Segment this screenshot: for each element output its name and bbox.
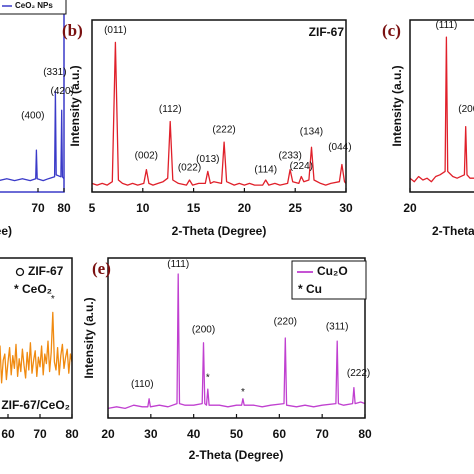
peak-label: (220) — [274, 317, 297, 328]
panel-label: (c) — [382, 21, 401, 40]
peak-label: * — [241, 387, 245, 398]
x-tick-label: 5 — [89, 201, 96, 215]
peak-label: (011) — [104, 25, 127, 36]
peak-label: (200) — [458, 104, 474, 115]
x-tick-label: 70 — [33, 427, 47, 441]
xrd-line — [108, 273, 365, 410]
x-axis-title: 2-Theta (Degree) — [432, 224, 474, 238]
legend-note: ZIF-67 — [28, 264, 64, 278]
peak-label: (233) — [278, 151, 301, 162]
peak-label: (111) — [167, 259, 189, 270]
peak-label: (400) — [21, 111, 44, 122]
peak-label: (311) — [326, 321, 349, 332]
peak-label: (002) — [135, 151, 158, 162]
peak-label: (222) — [212, 125, 235, 136]
peak-label: (222) — [347, 368, 370, 379]
x-tick-label: 30 — [144, 427, 158, 441]
x-axis-title: 2-Theta (Degree) — [172, 224, 267, 238]
x-tick-label: 80 — [358, 427, 372, 441]
x-axis-title: 2-Theta (Degree) — [0, 224, 12, 238]
x-tick-label: 20 — [238, 201, 252, 215]
peak-label: (114) — [254, 164, 277, 175]
peak-label: (110) — [131, 379, 154, 390]
x-tick-label: 20 — [403, 201, 417, 215]
peak-label: (134) — [300, 126, 323, 137]
x-tick-label: 70 — [315, 427, 329, 441]
x-tick-label: 80 — [65, 427, 79, 441]
legend-box — [291, 260, 367, 300]
legend-marker — [15, 267, 25, 277]
xrd-line — [0, 90, 64, 182]
x-tick-label: 15 — [187, 201, 201, 215]
plot-frame — [0, 1, 65, 193]
x-tick-label: 60 — [1, 427, 15, 441]
x-tick-label: 40 — [187, 427, 201, 441]
x-tick-label: 20 — [101, 427, 115, 441]
x-tick-label: 60 — [273, 427, 287, 441]
peak-label: * — [206, 373, 210, 384]
plot-frame — [0, 257, 73, 419]
legend-label: CeO₂ NPs — [15, 1, 53, 10]
peak-label: (331) — [43, 67, 66, 78]
peak-label: (022) — [178, 163, 201, 174]
panel-label: (e) — [92, 259, 111, 278]
peak-label: (013) — [196, 154, 219, 165]
peak-label: (111) — [435, 20, 457, 31]
legend-note: * Cu — [298, 282, 322, 296]
x-tick-label: 10 — [136, 201, 150, 215]
y-axis-title: Intensity (a.u.) — [68, 65, 82, 146]
peak-label: * — [51, 294, 55, 305]
plot-frame — [91, 19, 347, 193]
peak-label: (044) — [328, 142, 351, 153]
xrd-line — [92, 41, 346, 186]
peak-label: (112) — [159, 104, 182, 115]
xrd-line — [0, 311, 72, 384]
peak-label: (224) — [290, 161, 313, 172]
y-axis-title: Intensity (a.u.) — [82, 297, 96, 378]
x-axis-title: 2-Theta (Degree) — [189, 448, 284, 462]
x-tick-label: 70 — [31, 201, 45, 215]
x-tick-label: 50 — [230, 427, 244, 441]
x-tick-label: 30 — [339, 201, 353, 215]
x-tick-label: 80 — [57, 201, 71, 215]
x-tick-label: 25 — [289, 201, 303, 215]
peak-label: (420) — [51, 86, 74, 97]
peak-label: (200) — [192, 325, 215, 336]
sample-label: ZIF-67/CeO₂ — [1, 398, 70, 412]
plot-frame — [409, 19, 474, 193]
legend-box — [0, 0, 67, 15]
y-axis-title: Intensity (a.u.) — [390, 65, 404, 146]
legend-note: * CeO₂ — [14, 282, 52, 296]
legend-label: Cu₂O — [317, 264, 348, 278]
panel-label: (b) — [62, 21, 83, 40]
panel-title: ZIF-67 — [309, 25, 345, 39]
xrd-line — [410, 36, 474, 183]
